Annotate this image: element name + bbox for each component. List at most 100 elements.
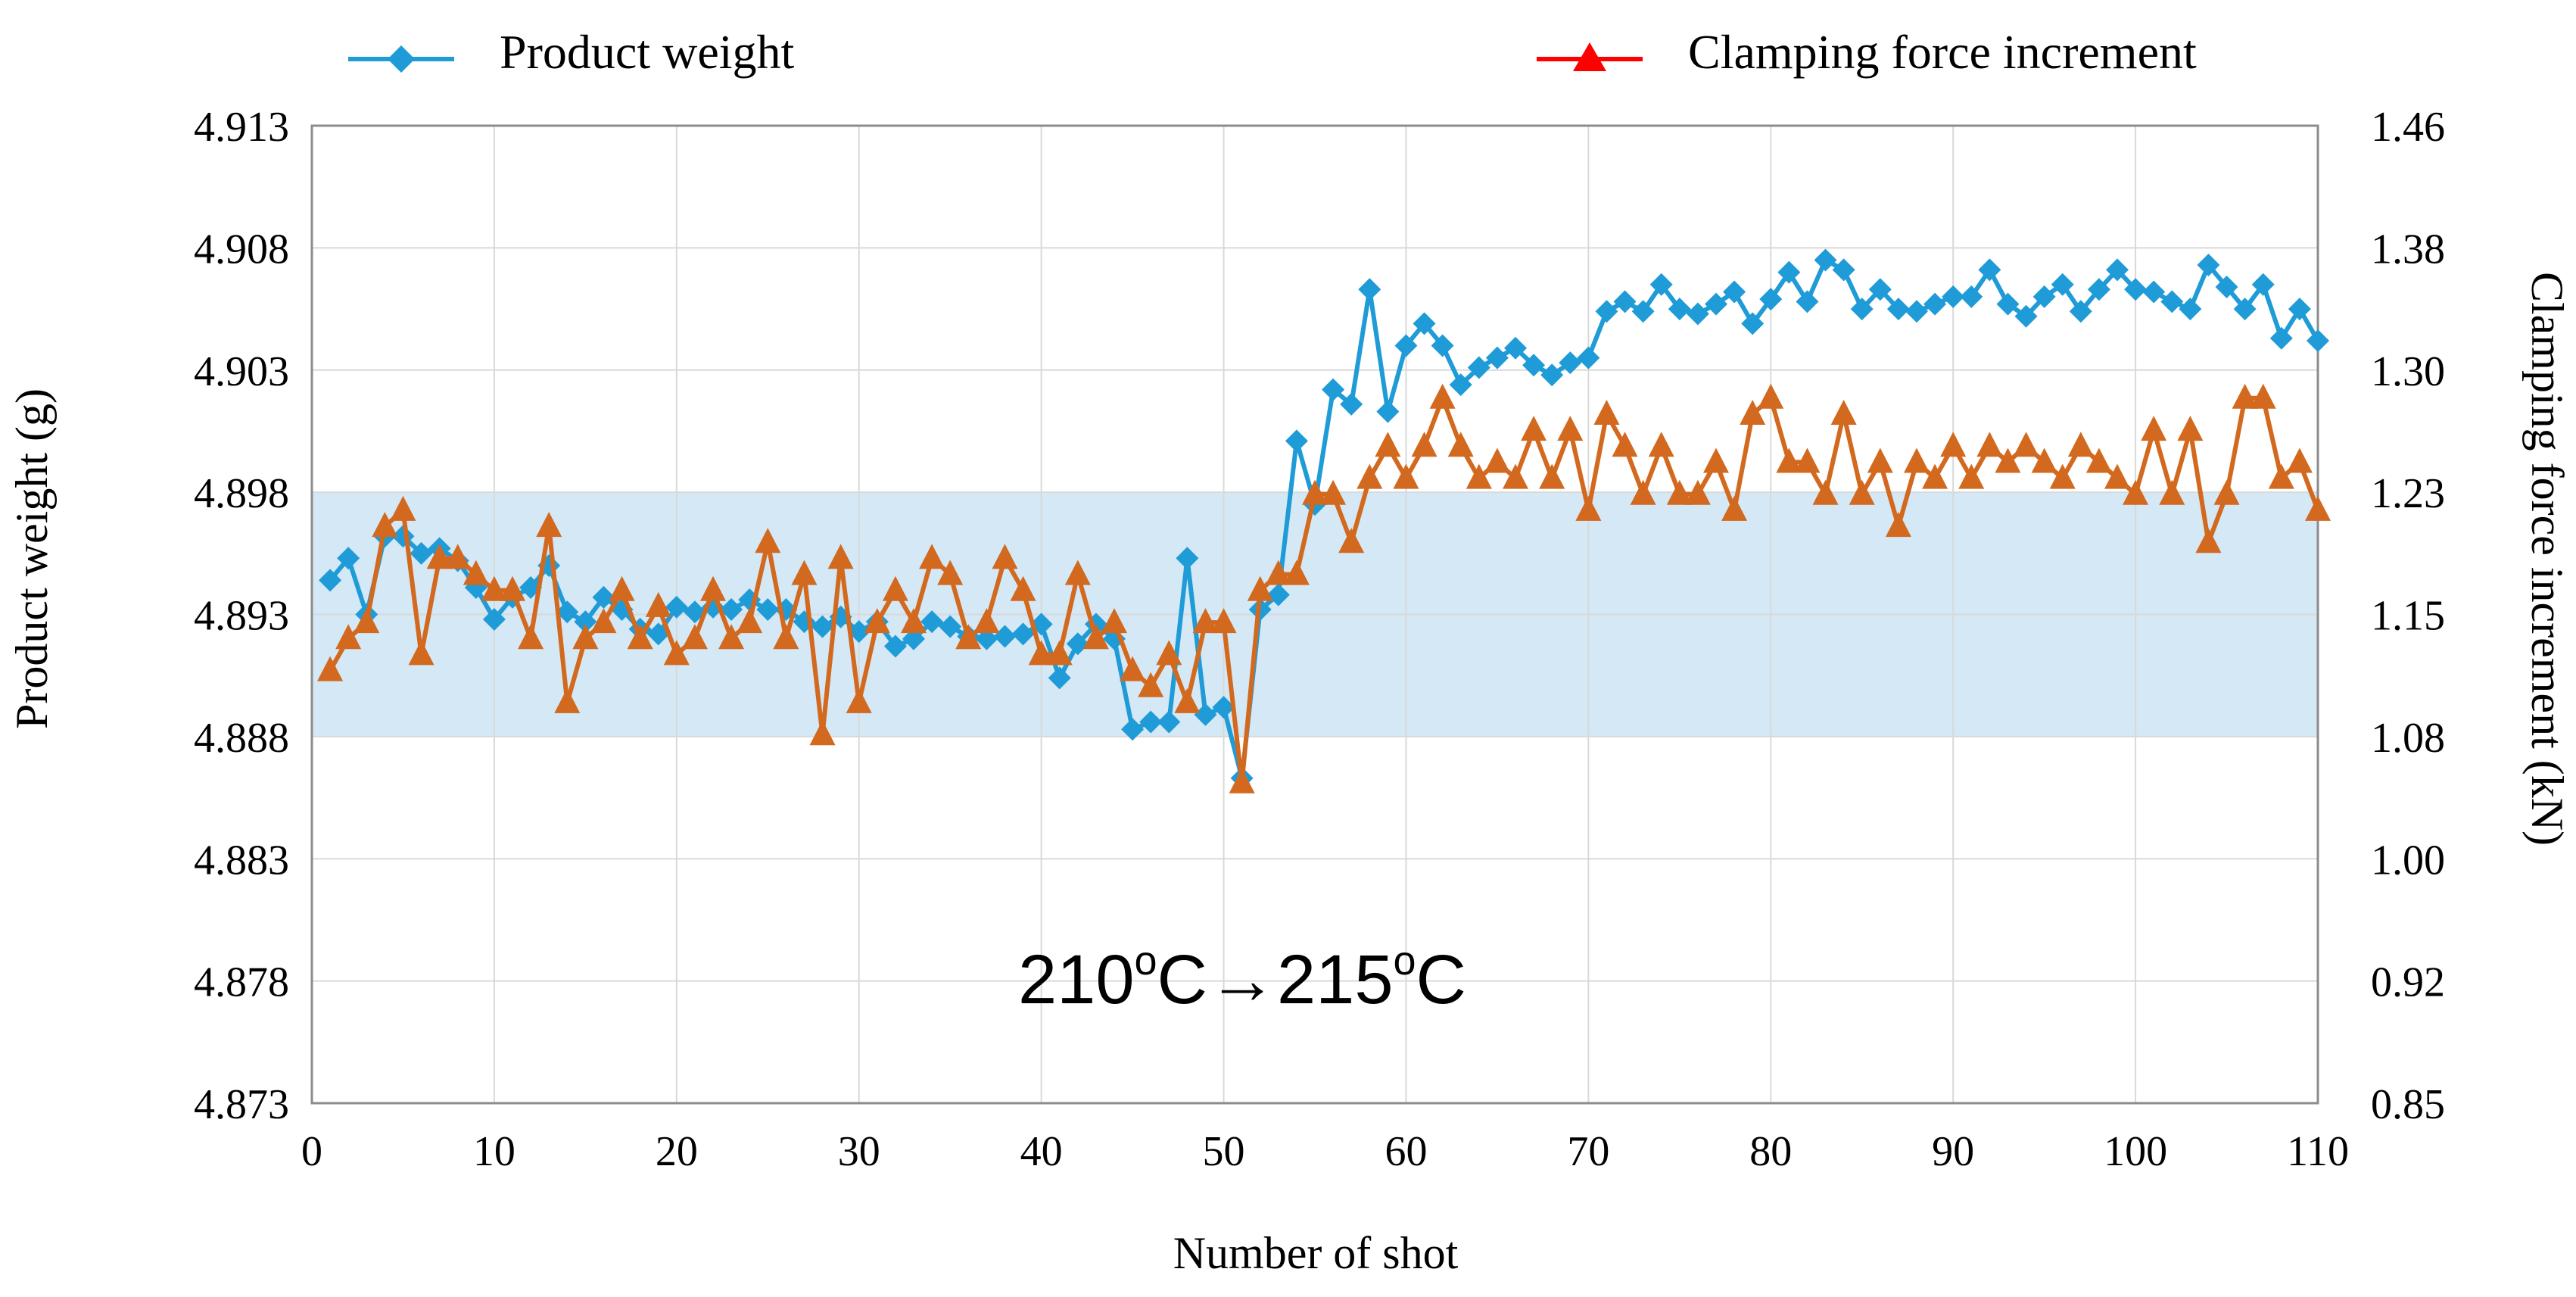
data-point-clamp <box>1302 479 1328 505</box>
y-right-tick-label: 1.00 <box>2371 837 2445 884</box>
data-point-weight <box>1413 312 1436 335</box>
data-point-clamp <box>846 687 872 713</box>
data-point-clamp <box>335 624 362 650</box>
data-point-clamp <box>408 640 435 666</box>
data-point-clamp <box>2213 479 2240 505</box>
data-point-weight <box>646 622 670 646</box>
data-point-weight <box>939 615 962 638</box>
data-point-clamp <box>1229 768 1255 793</box>
data-point-clamp <box>681 624 708 650</box>
data-point-clamp <box>901 608 927 634</box>
x-tick-label: 40 <box>1020 1128 1063 1175</box>
data-point-clamp <box>773 624 799 650</box>
data-point-clamp <box>1539 463 1565 489</box>
data-point-weight <box>847 620 871 644</box>
data-point-weight <box>1522 354 1546 377</box>
data-point-weight <box>975 627 998 650</box>
data-point-weight <box>1285 429 1308 453</box>
data-point-weight <box>482 607 506 631</box>
y-left-tick-label: 4.878 <box>194 959 289 1006</box>
data-point-clamp <box>1666 479 1693 505</box>
data-point-weight <box>1923 292 1947 316</box>
data-point-clamp <box>1028 640 1054 666</box>
data-point-clamp <box>1593 399 1620 425</box>
data-point-clamp <box>1557 416 1584 441</box>
data-point-clamp <box>1064 560 1091 585</box>
data-point-clamp <box>1082 624 1109 650</box>
data-point-clamp <box>864 608 890 634</box>
x-tick-label: 60 <box>1385 1128 1427 1175</box>
annotation-start: 210 <box>1018 941 1135 1018</box>
y-right-tick-label: 1.46 <box>2371 104 2445 151</box>
plot-frame <box>310 124 2319 1105</box>
data-point-clamp <box>1484 447 1510 473</box>
data-point-weight <box>720 598 743 622</box>
annotation-end: C <box>1416 941 1466 1018</box>
data-point-clamp <box>2123 479 2149 505</box>
data-point-weight <box>902 627 925 650</box>
x-axis-ticks: 0 10 20 30 40 50 60 70 80 90 100 110 <box>301 1128 2349 1175</box>
data-point-clamp <box>718 624 745 650</box>
data-point-clamp <box>1101 608 1127 634</box>
data-point-weight <box>1759 288 1783 311</box>
data-point-clamp <box>2031 447 2057 473</box>
y-left-tick-label: 4.873 <box>194 1081 289 1128</box>
data-point-clamp <box>1393 463 1419 489</box>
data-point-weight <box>1485 346 1509 369</box>
data-point-clamp <box>2104 463 2130 489</box>
data-point-clamp <box>1429 383 1456 409</box>
y-right-tick-label: 0.85 <box>2371 1081 2445 1128</box>
data-point-weight <box>1668 298 1691 321</box>
data-point-clamp <box>2177 416 2204 441</box>
data-point-weight <box>993 625 1017 648</box>
data-point-clamp <box>1703 447 1729 473</box>
data-point-weight <box>756 598 780 622</box>
data-point-weight <box>1139 710 1163 734</box>
data-point-clamp <box>663 640 690 666</box>
data-point-weight <box>2233 298 2257 321</box>
y-right-tick-label: 1.08 <box>2371 715 2445 762</box>
data-point-clamp <box>1612 432 1638 457</box>
legend-label-clamp: Clamping force increment <box>1688 25 2197 79</box>
data-point-clamp <box>1521 416 1547 441</box>
data-point-clamp <box>1648 432 1674 457</box>
data-point-weight <box>2269 326 2293 350</box>
data-point-clamp <box>1138 672 1164 697</box>
data-point-clamp <box>1995 447 2021 473</box>
x-tick-label: 70 <box>1567 1128 1609 1175</box>
data-point-weight <box>1595 300 1618 323</box>
x-axis-title: Number of shot <box>1173 1228 1459 1278</box>
x-tick-label: 20 <box>656 1128 698 1175</box>
data-point-weight <box>1322 378 1345 401</box>
data-point-clamp <box>1247 575 1273 601</box>
data-point-weight <box>920 610 944 634</box>
legend-triangle-icon <box>1573 42 1606 71</box>
data-point-weight <box>1449 373 1472 397</box>
data-point-weight <box>1212 696 1235 719</box>
data-point-clamp <box>536 512 562 538</box>
data-point-weight <box>1176 547 1199 570</box>
y-right-tick-label: 1.30 <box>2371 348 2445 395</box>
data-point-clamp <box>2085 447 2112 473</box>
data-point-weight <box>1157 710 1181 734</box>
data-point-weight <box>665 595 688 619</box>
data-point-clamp <box>1830 399 1857 425</box>
data-point-weight <box>2051 273 2074 296</box>
data-point-clamp <box>481 575 507 601</box>
data-point-clamp <box>1503 463 1528 489</box>
data-point-clamp <box>1192 608 1219 634</box>
data-point-weight <box>2307 329 2329 353</box>
temperature-change-annotation: 210oC→215oC <box>1018 938 1466 1018</box>
y-right-tick-label: 0.92 <box>2371 959 2445 1006</box>
data-point-clamp <box>1046 640 1073 666</box>
data-point-weight <box>2251 273 2275 296</box>
data-point-clamp <box>791 560 818 585</box>
y-left-tick-label: 4.893 <box>194 593 289 640</box>
data-point-clamp <box>1320 479 1347 505</box>
data-point-weight <box>2106 258 2129 282</box>
data-point-clamp <box>354 608 380 634</box>
data-point-weight <box>1121 718 1145 741</box>
data-point-weight <box>1850 298 1874 321</box>
data-point-clamp <box>2049 463 2076 489</box>
y-left-tick-label: 4.888 <box>194 715 289 762</box>
